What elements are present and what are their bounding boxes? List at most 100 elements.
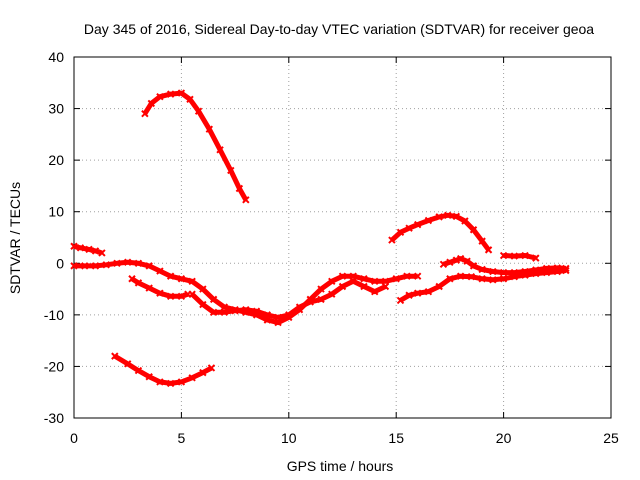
data-point	[456, 254, 465, 263]
data-point	[478, 237, 486, 245]
data-point	[199, 300, 207, 309]
y-tick-label: 20	[48, 152, 64, 168]
data-point	[396, 228, 405, 237]
data-point	[263, 311, 272, 319]
x-axis-label: GPS time / hours	[287, 458, 394, 474]
data-point	[444, 211, 452, 220]
data-point	[435, 282, 443, 291]
series-layer	[70, 89, 570, 388]
data-point	[141, 110, 149, 118]
data-point	[521, 267, 529, 276]
data-point	[439, 260, 448, 269]
data-point	[147, 99, 156, 108]
data-point	[553, 264, 562, 272]
data-point	[469, 262, 478, 270]
data-point	[446, 258, 454, 266]
data-point	[186, 95, 194, 103]
data-point	[413, 289, 422, 297]
data-point	[295, 303, 304, 311]
data-point	[166, 272, 175, 280]
data-point	[166, 90, 175, 98]
x-tick-label: 20	[496, 430, 512, 446]
data-point	[70, 262, 78, 270]
data-point	[216, 146, 224, 154]
data-point	[371, 287, 379, 296]
data-point	[188, 290, 196, 298]
data-point	[177, 378, 186, 386]
data-point	[510, 268, 519, 277]
chart-title: Day 345 of 2016, Sidereal Day-to-day VTE…	[84, 21, 594, 37]
data-point	[242, 305, 250, 314]
data-point	[156, 289, 164, 297]
data-point	[510, 252, 519, 260]
data-point	[478, 265, 486, 274]
y-tick-label: -20	[44, 358, 64, 374]
data-point	[231, 307, 239, 315]
data-point	[205, 125, 214, 133]
grid	[74, 57, 611, 418]
data-point	[156, 378, 164, 386]
data-point	[166, 292, 175, 300]
data-point	[424, 216, 433, 225]
data-point	[478, 275, 486, 283]
data-point	[252, 307, 261, 315]
data-point	[220, 308, 229, 316]
series-arc-10	[503, 253, 537, 261]
data-point	[463, 257, 471, 265]
y-tick-label: -30	[44, 410, 64, 426]
data-point	[134, 366, 143, 375]
data-point	[81, 262, 89, 270]
x-tick-label: 10	[281, 430, 297, 446]
data-point	[484, 246, 493, 254]
data-point	[98, 249, 106, 257]
data-point	[388, 236, 396, 244]
data-point	[446, 275, 454, 283]
data-point	[413, 220, 422, 229]
x-tick-label: 5	[178, 430, 186, 446]
data-point	[128, 275, 136, 283]
x-tick-label: 25	[603, 430, 619, 446]
data-point	[532, 266, 540, 274]
data-point	[562, 264, 570, 273]
data-point	[166, 379, 175, 388]
data-point	[209, 308, 218, 316]
data-point	[70, 242, 78, 250]
data-point	[91, 262, 100, 270]
data-point	[207, 364, 216, 372]
data-point	[145, 284, 153, 292]
data-point	[392, 275, 400, 283]
data-point	[521, 251, 529, 260]
data-point	[467, 272, 476, 281]
data-point	[499, 275, 508, 283]
data-point	[199, 285, 207, 293]
plot-frame	[73, 56, 612, 419]
data-point	[113, 259, 121, 267]
y-axis-label: SDTVAR / TECUs	[7, 182, 23, 294]
data-point	[134, 259, 143, 267]
data-point	[134, 279, 143, 287]
data-point	[328, 277, 336, 286]
data-point	[360, 282, 368, 291]
data-point	[199, 368, 207, 377]
data-point	[456, 272, 465, 280]
data-point	[188, 374, 196, 382]
y-tick-label: -10	[44, 307, 64, 323]
y-tick-label: 40	[48, 49, 64, 65]
data-point	[328, 290, 336, 298]
data-point	[489, 267, 497, 276]
y-tick-label: 10	[48, 204, 64, 220]
data-point	[85, 245, 93, 254]
data-point	[76, 244, 85, 252]
y-tick-label: 30	[48, 101, 64, 117]
data-point	[469, 226, 478, 234]
data-point	[177, 292, 186, 300]
data-point	[371, 277, 379, 286]
data-point	[542, 264, 551, 273]
data-point	[123, 360, 132, 368]
data-point	[338, 272, 347, 280]
data-point	[405, 224, 413, 232]
data-point	[188, 277, 196, 286]
data-point	[317, 295, 325, 304]
